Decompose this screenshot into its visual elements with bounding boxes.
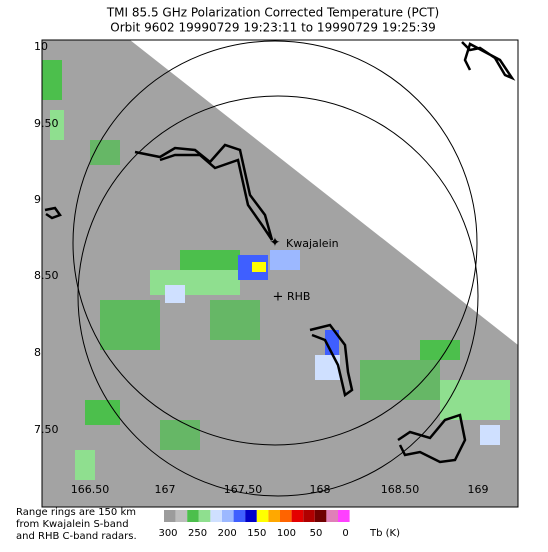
colorbar: 300 250 200 150 100 50 0 Tb (K) [158, 510, 400, 539]
map-panel: ✦ Kwajalein + RHB 166.50 167 167.50 168 168.… [34, 39, 519, 508]
color-swatch [233, 510, 246, 522]
colorbar-label: 250 [188, 528, 207, 539]
lon-label: 168 [310, 483, 331, 496]
lon-labels: 166.50 167 167.50 168 168.50 169 [71, 483, 489, 496]
no-data-region [130, 40, 518, 345]
lat-label: 8 [34, 346, 41, 359]
color-swatch [256, 510, 269, 522]
colorbar-label: 150 [247, 528, 266, 539]
color-swatch [198, 510, 211, 522]
lon-label: 167 [155, 483, 176, 496]
place-label: RHB [287, 290, 310, 303]
color-swatch [164, 510, 176, 522]
color-swatch [245, 510, 257, 522]
lat-labels: 10 9.50 9 8.50 8 7.50 [34, 40, 59, 436]
footnote-line: Range rings are 150 km [16, 507, 136, 518]
range-ring [72, 40, 478, 446]
color-swatch [314, 510, 327, 522]
lat-label: 9.50 [34, 117, 59, 130]
footnote-line: from Kwajalein S-band [16, 519, 129, 530]
map-frame [41, 39, 519, 508]
data-pixels [42, 60, 510, 480]
lon-label: 166.50 [71, 483, 110, 496]
lon-label: 167.50 [224, 483, 263, 496]
color-swatch [268, 510, 280, 522]
subtitle: Orbit 9602 19990729 19:23:11 to 19990729… [110, 21, 435, 35]
colorbar-label: 300 [158, 528, 177, 539]
color-swatch [326, 510, 338, 522]
colorbar-label: 200 [218, 528, 237, 539]
color-swatch [280, 510, 292, 522]
color-swatch [175, 510, 188, 522]
title: TMI 85.5 GHz Polarization Corrected Temp… [106, 6, 439, 20]
place-label: Kwajalein [286, 237, 339, 250]
color-swatch [338, 510, 350, 522]
lat-label: 9 [34, 193, 41, 206]
lon-label: 168.50 [381, 483, 420, 496]
lat-label: 8.50 [34, 269, 59, 282]
color-swatch [303, 510, 315, 522]
rhb-marker: + [273, 290, 284, 305]
range-ring [77, 95, 479, 497]
colorbar-unit: Tb (K) [369, 528, 400, 539]
lat-label: 7.50 [34, 423, 59, 436]
color-swatch [187, 510, 199, 522]
kwajalein-marker: ✦ [270, 236, 281, 251]
footnote-line: and RHB C-band radars. [16, 531, 137, 542]
island-outlines [44, 41, 516, 464]
color-swatch [222, 510, 234, 522]
color-swatch [210, 510, 222, 522]
colorbar-label: 50 [310, 528, 323, 539]
color-swatch [291, 510, 304, 522]
colorbar-label: 0 [342, 528, 348, 539]
lon-label: 169 [468, 483, 489, 496]
lat-label: 10 [34, 40, 48, 53]
colorbar-label: 100 [277, 528, 296, 539]
